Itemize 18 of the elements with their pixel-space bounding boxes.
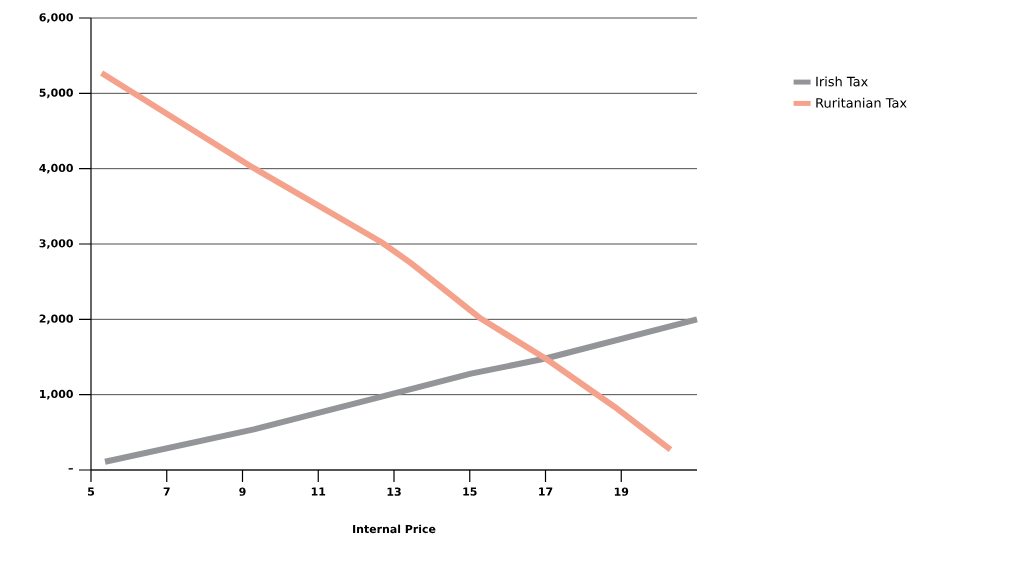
x-tick-label: 13: [387, 487, 401, 496]
y-tick-label: 6,000: [39, 13, 73, 23]
x-axis-title: Internal Price: [353, 524, 436, 534]
x-tick-label: 17: [539, 487, 553, 496]
x-tick-label: 11: [311, 487, 326, 496]
x-tick-label: 5: [88, 487, 95, 496]
legend-label: Irish Tax: [816, 76, 868, 87]
y-tick-label: 2,000: [39, 314, 73, 325]
x-tick-label: 15: [463, 487, 477, 496]
y-tick-label: –: [68, 468, 73, 470]
y-tick-label: 4,000: [39, 163, 73, 174]
x-tick-label: 7: [163, 487, 170, 496]
y-tick-label: 1,000: [40, 389, 73, 400]
x-tick-label: 9: [239, 487, 246, 496]
y-tick-label: 5,000: [39, 88, 73, 99]
y-tick-label: 3,000: [39, 239, 73, 249]
x-tick-label: 19: [614, 487, 629, 496]
legend-label: Ruritanian Tax: [816, 97, 907, 108]
